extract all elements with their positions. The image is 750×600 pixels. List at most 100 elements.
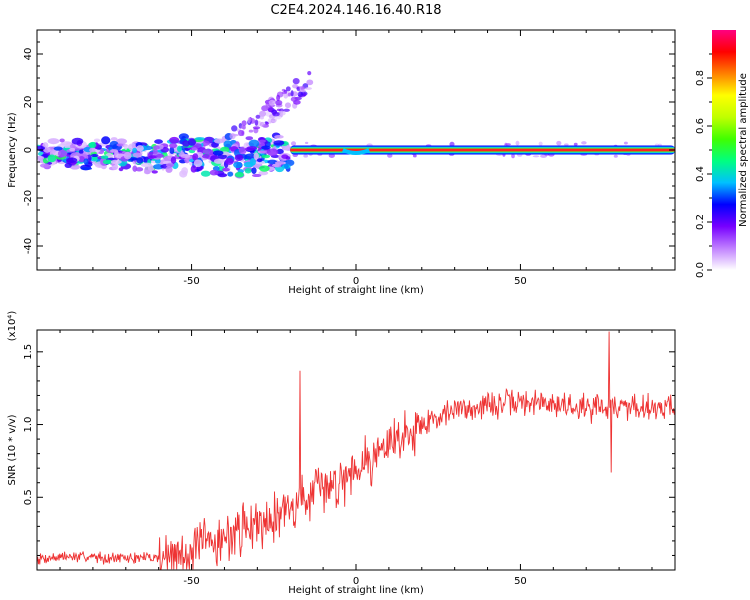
spectrogram-blob xyxy=(292,84,299,89)
spectrogram-blob xyxy=(274,161,287,165)
spectrogram-blob xyxy=(283,92,289,99)
spectrogram-blob xyxy=(222,167,230,172)
spectrogram-blob xyxy=(132,152,143,158)
spectrogram-blob xyxy=(272,111,280,117)
spectrogram-blob xyxy=(118,167,124,172)
spectrogram-blob xyxy=(258,165,270,172)
spectrogram-blob xyxy=(251,167,257,174)
spectrogram-blob xyxy=(292,77,300,85)
spectrogram-blob xyxy=(253,152,259,161)
heatmap-y-tick-label: -40 xyxy=(23,238,34,254)
spectrogram-blob xyxy=(227,171,234,177)
line-axes: -50 0 50 0.5 1.0 1.5 xyxy=(23,330,675,587)
spectrogram-blob xyxy=(412,154,417,158)
spectrogram-blob xyxy=(37,145,46,151)
spectrogram-blob xyxy=(290,90,294,97)
spectrogram-blob xyxy=(234,171,244,178)
spectrogram-blob xyxy=(101,136,111,145)
spectrogram-blob xyxy=(179,170,188,178)
spectrogram-blob xyxy=(284,102,292,109)
spectrogram-blob xyxy=(66,157,78,163)
spectrogram-blob xyxy=(265,103,270,110)
spectrogram-blob xyxy=(573,142,578,146)
line-frame xyxy=(36,329,676,571)
snr-series-group xyxy=(37,331,675,570)
spectrogram-blob xyxy=(234,154,244,161)
spectrogram-blob xyxy=(283,108,290,112)
heatmap-y-tick-label: -20 xyxy=(23,190,34,206)
spectrogram-blob xyxy=(231,125,238,132)
chart-title: C2E4.2024.146.16.40.R18 xyxy=(270,3,441,18)
spectrogram-blob xyxy=(116,138,128,145)
spectrogram-blob xyxy=(100,155,109,160)
spectrogram-blob xyxy=(556,140,562,146)
spectrogram-blob xyxy=(252,126,261,130)
spectrogram-blob xyxy=(248,139,260,148)
spectrogram-blob xyxy=(256,158,263,163)
spectrogram-blob xyxy=(297,91,304,98)
strong-band-dip xyxy=(342,148,370,155)
spectrogram-blob xyxy=(290,141,297,146)
spectrogram-blob xyxy=(88,142,97,149)
spectrogram-blob xyxy=(193,159,203,168)
spectrogram-blob xyxy=(98,148,105,155)
spectrogram-blob xyxy=(132,165,138,172)
heatmap-x-tick-label: 0 xyxy=(353,276,359,287)
spectrogram-blob xyxy=(303,154,309,158)
spectrogram-blob xyxy=(180,154,191,159)
spectrogram-blob xyxy=(274,134,284,139)
line-x-axis-label: Height of straight line (km) xyxy=(288,585,424,596)
spectrogram-blob xyxy=(229,133,236,140)
colorbar-tick-label: 0.4 xyxy=(695,166,706,182)
snr-series xyxy=(37,331,675,570)
spectrogram-blob xyxy=(192,153,199,161)
spectrogram-blob xyxy=(304,141,309,145)
spectrogram-blob xyxy=(109,149,119,153)
spectrogram-blob xyxy=(244,167,252,174)
spectrogram-blob xyxy=(90,153,99,158)
spectrogram-blob xyxy=(237,129,245,137)
spectrogram-blob xyxy=(69,147,76,152)
line-x-tick-label: 0 xyxy=(353,576,359,587)
spectrogram-blob xyxy=(238,146,247,155)
spectrogram-blob xyxy=(307,71,312,76)
line-x-tick-label: 50 xyxy=(514,576,527,587)
colorbar-axes: 0.0 0.2 0.4 0.6 0.8 xyxy=(695,53,712,278)
spectrogram-blob xyxy=(623,141,628,145)
spectrogram-blob xyxy=(273,140,285,146)
heatmap-x-tick-label: 50 xyxy=(514,276,527,287)
spectrogram-blob xyxy=(37,155,45,160)
spectrogram-blob xyxy=(212,150,224,156)
spectrogram-blob xyxy=(247,117,251,124)
spectrogram-blob xyxy=(281,91,288,95)
spectrogram-blob xyxy=(78,156,86,163)
spectrogram-blob xyxy=(190,165,197,173)
spectrogram-blob xyxy=(254,119,259,126)
line-panel: -50 0 50 0.5 1.0 1.5 Height of straight line … xyxy=(7,311,676,596)
spectrogram-blob xyxy=(176,145,182,152)
spectrogram-blob xyxy=(220,146,230,153)
spectrogram-blob xyxy=(261,154,271,159)
spectrogram-blob xyxy=(182,140,190,147)
spectrogram-blob xyxy=(387,153,393,158)
spectrogram-blob xyxy=(267,106,274,113)
spectrogram-blob xyxy=(47,154,57,163)
colorbar: 0.0 0.2 0.4 0.6 0.8 Normalized spectral ampl… xyxy=(695,30,749,278)
spectrogram-blob xyxy=(80,167,93,171)
spectrogram-blob xyxy=(270,118,277,123)
spectrogram-blob xyxy=(259,110,267,117)
spectrogram-blob xyxy=(155,154,165,158)
spectrogram-blobs xyxy=(37,71,675,179)
spectrogram-blob xyxy=(252,173,262,178)
line-x-tick-label: -50 xyxy=(183,576,199,587)
spectrogram-blob xyxy=(135,167,144,172)
spectrogram-blob xyxy=(290,96,298,102)
spectrogram-blob xyxy=(169,136,180,144)
colorbar-tick-label: 0.6 xyxy=(695,118,706,134)
spectrogram-blob xyxy=(121,148,131,152)
spectrogram-blob xyxy=(304,87,312,90)
spectrogram-blob xyxy=(209,169,219,176)
spectrogram-blob xyxy=(200,170,211,177)
spectrogram-blob xyxy=(223,140,233,149)
